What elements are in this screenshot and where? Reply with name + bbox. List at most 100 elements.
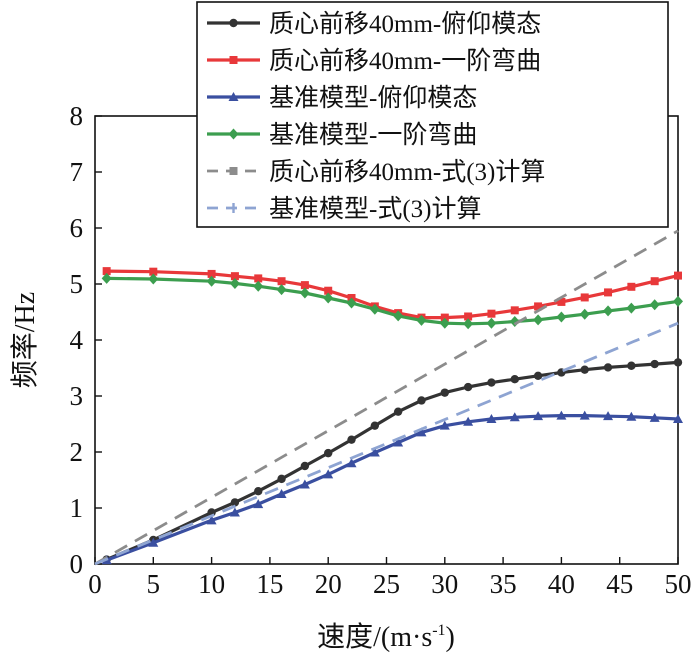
data-point xyxy=(299,287,310,299)
legend-label: 基准模型-俯仰模态 xyxy=(269,84,477,112)
y-tick-label: 1 xyxy=(70,493,84,523)
data-point xyxy=(369,447,380,457)
data-point xyxy=(626,302,637,314)
data-point xyxy=(533,371,543,381)
data-point xyxy=(603,305,614,317)
data-point xyxy=(206,515,217,525)
y-tick-label: 2 xyxy=(70,437,84,467)
y-axis: 0 1 2 3 4 5 6 7 8 xyxy=(70,101,102,579)
data-point xyxy=(417,396,426,405)
legend-label: 质心前移40mm-式(3)计算 xyxy=(269,158,545,186)
data-point xyxy=(556,311,567,323)
legend-box xyxy=(196,1,669,228)
data-point xyxy=(439,420,450,430)
data-point xyxy=(509,412,520,422)
data-point xyxy=(253,280,264,292)
y-tick-label: 6 xyxy=(70,213,84,243)
data-point xyxy=(416,427,427,437)
data-point xyxy=(650,359,659,369)
data-point xyxy=(649,299,660,311)
data-point xyxy=(603,411,614,421)
legend-label: 质心前移40mm-一阶弯曲 xyxy=(269,47,541,75)
data-point xyxy=(300,461,310,471)
data-point xyxy=(207,269,216,278)
legend-marker xyxy=(229,167,238,175)
data-point xyxy=(604,288,613,297)
data-point xyxy=(416,314,427,326)
data-point xyxy=(102,267,111,276)
x-tick-label: 30 xyxy=(431,569,458,599)
data-point xyxy=(673,413,683,423)
x-tick-label: 5 xyxy=(147,569,161,599)
data-point xyxy=(439,317,450,329)
series-4 xyxy=(101,272,683,330)
data-point xyxy=(149,267,158,276)
data-point xyxy=(393,407,403,416)
x-tick-label: 15 xyxy=(256,569,283,599)
series-1 xyxy=(102,358,683,564)
series-3 xyxy=(101,410,683,565)
data-point xyxy=(626,411,637,421)
data-point xyxy=(370,421,380,430)
series-line xyxy=(94,321,679,566)
data-point xyxy=(486,413,497,423)
data-point xyxy=(673,358,683,367)
data-point xyxy=(579,308,590,320)
x-tick-label: 50 xyxy=(665,569,692,599)
series-layer xyxy=(94,229,683,566)
legend-item: 基准模型-俯仰模态 xyxy=(207,84,477,112)
legend-item: 基准模型-式(3)计算 xyxy=(207,195,481,223)
legend-label: 基准模型-式(3)计算 xyxy=(269,195,481,223)
legend-marker xyxy=(228,92,239,101)
y-tick-label: 0 xyxy=(70,549,84,579)
data-point xyxy=(393,310,404,322)
data-point xyxy=(463,382,473,392)
data-point xyxy=(254,487,263,496)
series-line xyxy=(106,269,679,320)
data-point xyxy=(440,388,449,397)
data-point xyxy=(346,297,357,309)
data-point xyxy=(510,375,519,384)
data-point xyxy=(533,411,544,421)
data-point xyxy=(229,507,240,517)
data-point xyxy=(674,271,682,280)
x-tick-label: 0 xyxy=(88,569,102,599)
data-point xyxy=(254,274,263,283)
legend-marker xyxy=(229,56,238,64)
data-point xyxy=(101,272,112,284)
data-point xyxy=(277,277,286,286)
x-tick-label: 35 xyxy=(490,569,517,599)
legend-item: 基准模型-一阶弯曲 xyxy=(207,121,477,149)
data-point xyxy=(627,282,636,291)
x-tick-label: 45 xyxy=(606,569,633,599)
data-point xyxy=(463,318,474,330)
data-point xyxy=(148,273,159,285)
data-point xyxy=(346,458,357,468)
y-tick-label: 7 xyxy=(70,157,84,187)
x-tick-label: 40 xyxy=(548,569,575,599)
data-point xyxy=(464,312,473,321)
data-point xyxy=(148,537,159,547)
data-point xyxy=(556,410,567,420)
series-line xyxy=(94,229,679,566)
x-axis-title: 速度/(m·s-1) xyxy=(317,621,455,653)
data-point xyxy=(229,277,240,289)
legend-label: 基准模型-一阶弯曲 xyxy=(269,121,477,149)
data-point xyxy=(580,365,589,374)
series-5 xyxy=(94,229,679,566)
data-point xyxy=(557,297,566,306)
data-point xyxy=(487,378,496,387)
legend-item: 质心前移40mm-一阶弯曲 xyxy=(207,47,541,75)
data-point xyxy=(487,309,496,318)
x-tick-label: 25 xyxy=(373,569,400,599)
data-point xyxy=(603,363,613,372)
data-point xyxy=(324,448,333,458)
y-tick-label: 5 xyxy=(70,269,84,299)
x-axis: 0 5 10 15 20 25 30 35 40 45 50 xyxy=(88,557,692,599)
data-point xyxy=(323,292,334,304)
data-point xyxy=(300,281,309,290)
data-point xyxy=(393,437,404,447)
data-point xyxy=(673,295,683,307)
data-point xyxy=(323,469,334,479)
